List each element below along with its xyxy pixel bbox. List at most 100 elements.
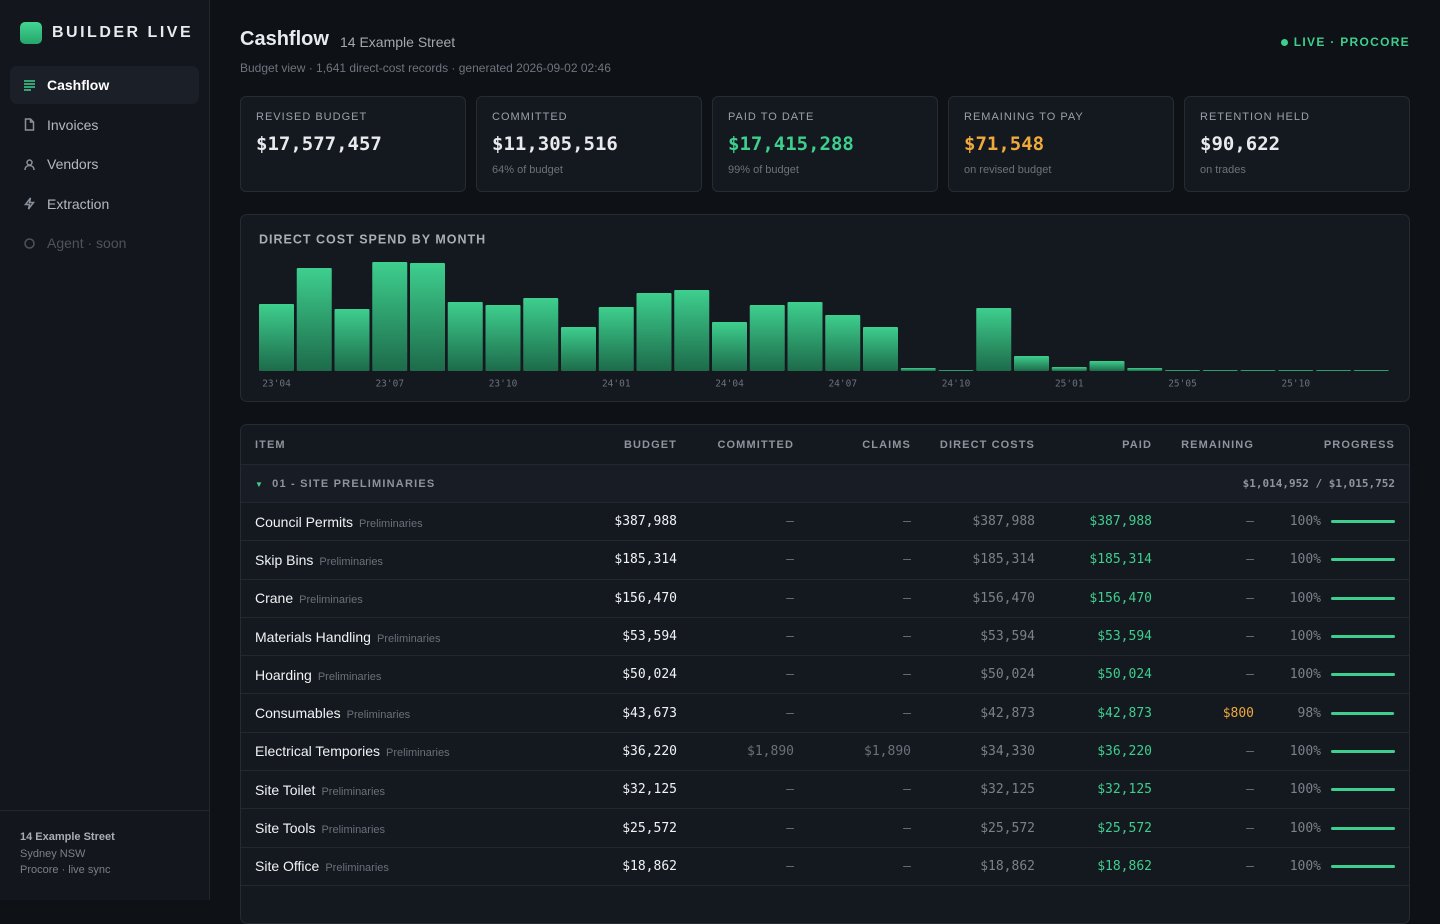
nav-label: Agent · soon: [47, 235, 127, 251]
table-row[interactable]: Materials Handling Preliminaries $53,594 – –…: [241, 618, 1409, 657]
claims-cell: –: [903, 590, 911, 606]
paid-cell: $18,862: [1097, 858, 1152, 874]
item-cell: Site Tools Preliminaries: [255, 820, 580, 836]
address: 14 Example Street: [340, 34, 456, 50]
group-total: $1,014,952 / $1,015,752: [1242, 477, 1395, 490]
kpi-label: COMMITTED: [492, 111, 568, 123]
budget-cell: $53,594: [622, 629, 677, 645]
progress-label: 100%: [1289, 782, 1321, 798]
bar: [938, 370, 974, 371]
budget-cell: $387,988: [614, 514, 677, 530]
x-tick-label: 25'01: [1055, 379, 1084, 390]
remaining-cell: –: [1246, 820, 1254, 836]
column-header: CLAIMS: [862, 438, 911, 451]
progress-label: 100%: [1289, 514, 1321, 530]
budget-cell: $43,673: [622, 705, 677, 721]
budget-cell: $32,125: [622, 782, 677, 798]
item-category: Preliminaries: [359, 517, 423, 530]
progress-bar: [1331, 520, 1395, 524]
bar: [1165, 370, 1200, 371]
item-name: Site Toilet: [255, 781, 316, 798]
column-header: BUDGET: [623, 438, 677, 451]
progress-cell: 100%: [1254, 629, 1395, 644]
item-name: Site Tools: [255, 820, 316, 837]
nav-item[interactable]: Extraction: [10, 185, 199, 223]
item-cell: Hoarding Preliminaries: [255, 667, 580, 683]
meta: Budget view · 1,641 direct-cost records …: [240, 61, 611, 75]
table-row[interactable]: Hoarding Preliminaries $50,024 – – $50,024 $50…: [241, 656, 1409, 695]
chart-title: DIRECT COST SPEND BY MONTH: [259, 232, 486, 246]
item-category: Preliminaries: [321, 824, 386, 837]
progress-track: [1331, 635, 1395, 639]
committed-cell: –: [786, 552, 794, 568]
table-row[interactable]: Council Permits Preliminaries $387,988 – – $3…: [241, 503, 1409, 542]
column-header: PAID: [1122, 438, 1152, 451]
table-row[interactable]: Electrical Tempories Preliminaries $36,220…: [241, 733, 1409, 772]
item-cell: Consumables Preliminaries: [255, 705, 580, 721]
live-status: LIVE · PROCORE: [1280, 35, 1410, 49]
progress-cell: 100%: [1254, 859, 1395, 874]
nav-item[interactable]: Vendors: [10, 145, 199, 183]
progress-cell: 100%: [1254, 667, 1395, 682]
progress-label: 100%: [1289, 743, 1321, 759]
progress-bar: [1331, 711, 1394, 715]
bar: [485, 305, 521, 371]
progress-bar: [1331, 673, 1395, 677]
bar: [749, 305, 785, 371]
claims-cell: –: [903, 514, 911, 530]
direct-cell: $34,330: [980, 743, 1035, 759]
nav-item: Agent · soon: [10, 224, 199, 262]
progress-cell: 100%: [1254, 821, 1395, 836]
kpi-label: PAID TO DATE: [728, 111, 815, 123]
bar: [1051, 367, 1087, 371]
direct-cell: $42,873: [980, 705, 1035, 721]
table-row[interactable]: Consumables Preliminaries $43,673 – – $42,873…: [241, 694, 1409, 733]
bar: [1127, 368, 1163, 371]
committed-cell: –: [786, 858, 794, 874]
table-row[interactable]: Site Toilet Preliminaries $32,125 – – $32,125…: [241, 771, 1409, 810]
bar: [1316, 370, 1351, 371]
x-tick-label: 24'04: [715, 379, 744, 390]
item-category: Preliminaries: [319, 555, 383, 568]
remaining-cell: –: [1246, 667, 1254, 683]
committed-cell: –: [786, 782, 794, 798]
item-name: Materials Handling: [255, 628, 371, 645]
claims-cell: –: [903, 552, 911, 568]
column-header: REMAINING: [1181, 438, 1254, 451]
item-name: Consumables: [255, 705, 341, 722]
progress-track: [1331, 596, 1395, 600]
group-row[interactable]: ▼ 01 - SITE PRELIMINARIES $1,014,952 / $1,…: [241, 465, 1409, 503]
item-name: Electrical Tempories: [255, 743, 381, 760]
nav-item[interactable]: Cashflow: [10, 66, 199, 104]
brand-name: BUILDER LIVE: [52, 24, 194, 41]
paid-cell: $42,873: [1097, 705, 1152, 721]
table-row[interactable]: Site Office Preliminaries $18,862 – – $18,862…: [241, 848, 1409, 886]
bar: [598, 307, 634, 371]
x-tick-label: 24'07: [828, 379, 857, 390]
table-row[interactable]: Site Tools Preliminaries $25,572 – – $25,572 $…: [241, 809, 1409, 848]
sync-status: Procore · live sync: [20, 864, 111, 876]
bar: [1014, 356, 1049, 371]
table-row[interactable]: Crane Preliminaries $156,470 – – $156,470 $156…: [241, 580, 1409, 618]
kpi-note: on revised budget: [964, 164, 1052, 176]
kpi-card: PAID TO DATE $17,415,288 99% of budget: [712, 96, 938, 192]
bar: [372, 262, 408, 371]
nav-item[interactable]: Invoices: [10, 106, 199, 144]
progress-cell: 98%: [1254, 706, 1395, 721]
kpi-card: COMMITTED $11,305,516 64% of budget: [476, 96, 702, 192]
kpi-row: REVISED BUDGET $17,577,457 COMMITTED $11,30…: [240, 96, 1410, 192]
bar: [900, 368, 936, 371]
progress-cell: 100%: [1254, 782, 1395, 797]
direct-cell: $185,314: [972, 552, 1035, 568]
progress-cell: 100%: [1254, 744, 1395, 759]
brand: BUILDER LIVE: [20, 22, 193, 44]
progress-bar: [1331, 558, 1395, 562]
progress-track: [1331, 826, 1395, 830]
table-row[interactable]: Skip Bins Preliminaries $185,314 – – $185,314…: [241, 541, 1409, 580]
claims-cell: –: [903, 705, 911, 721]
item-name: Hoarding: [255, 666, 312, 683]
remaining-cell: –: [1246, 858, 1254, 874]
claims-cell: $1,890: [864, 743, 911, 759]
progress-label: 100%: [1289, 590, 1321, 606]
x-tick-label: 25'05: [1168, 379, 1197, 390]
